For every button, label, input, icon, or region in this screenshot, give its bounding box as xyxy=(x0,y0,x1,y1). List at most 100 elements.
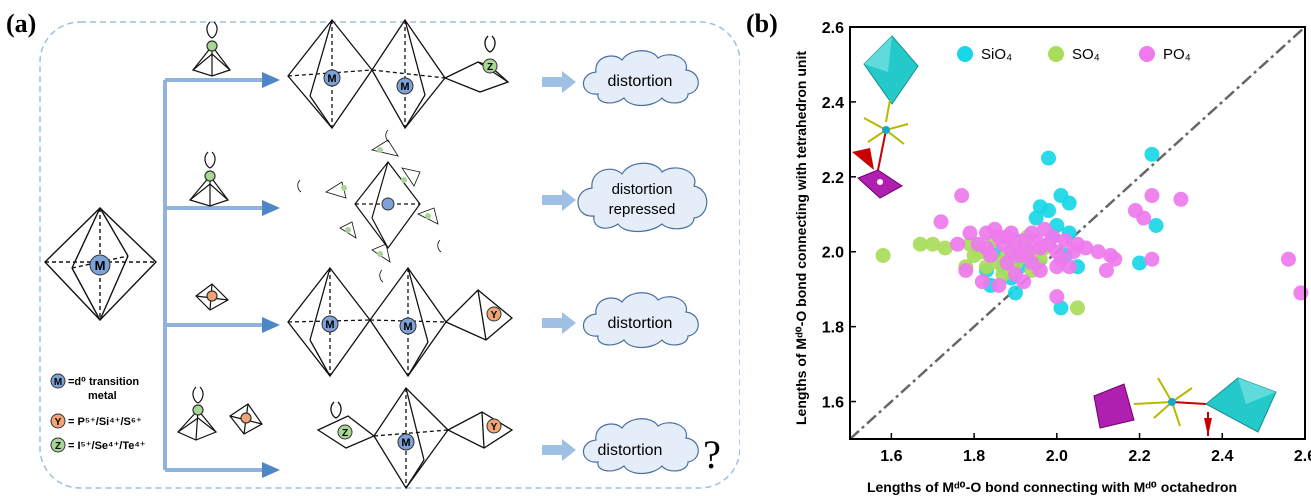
y-tick-label: 1.8 xyxy=(822,320,844,337)
svg-text:metal: metal xyxy=(88,390,117,402)
cloud-3: distortion xyxy=(582,292,699,349)
legend-b: SiO₄ SO₄ PO₄ xyxy=(957,46,1191,63)
data-point xyxy=(1136,210,1152,226)
data-point xyxy=(1041,203,1057,219)
cloud-2-text-line1: distortion xyxy=(612,181,673,198)
cloud-4-text: distortion xyxy=(598,442,663,459)
reference-line xyxy=(849,26,1306,440)
branch-lines xyxy=(163,78,265,472)
y-tick-label: 2.4 xyxy=(822,95,844,112)
svg-text:Y: Y xyxy=(55,417,62,428)
y-axis-title: Lengths of Mᵈ⁰-O bond connecting with te… xyxy=(793,51,809,425)
scheme-frame xyxy=(39,21,740,489)
data-point xyxy=(1078,240,1094,256)
data-point xyxy=(1173,191,1189,207)
cloud-1: distortion xyxy=(582,50,699,107)
data-point xyxy=(1057,232,1073,248)
cloud-4: distortion ? xyxy=(582,418,721,477)
svg-text:M: M xyxy=(401,437,410,449)
z-tetra-unit-row1 xyxy=(191,21,232,77)
data-point xyxy=(950,236,966,252)
svg-text:Y: Y xyxy=(491,310,498,321)
legend-label-sio4: SiO₄ xyxy=(981,46,1012,63)
legend-y: Y = P⁵⁺/Si⁴⁺/S⁶⁺ xyxy=(50,413,142,429)
data-point xyxy=(1107,251,1123,267)
svg-text:M: M xyxy=(327,73,336,85)
inset-top-left-polyhedra xyxy=(852,35,919,199)
data-point xyxy=(983,247,999,263)
x-tick-label: 2.0 xyxy=(1046,448,1068,465)
row1-atoms: M M Z xyxy=(323,58,498,95)
data-point xyxy=(1028,210,1044,226)
data-point xyxy=(1070,300,1085,316)
data-point xyxy=(1007,285,1023,301)
data-point xyxy=(1049,289,1065,305)
panel-b-label: (b) xyxy=(746,9,778,38)
svg-text:M: M xyxy=(400,81,409,93)
data-point xyxy=(937,240,953,256)
data-point xyxy=(875,247,891,263)
data-point xyxy=(958,262,974,278)
result-arrows xyxy=(542,71,576,461)
data-point xyxy=(1144,188,1160,204)
zy-tetra-units-row4 xyxy=(176,386,263,441)
svg-text:Z: Z xyxy=(55,441,61,452)
legend-m: M =d⁰ transition metal xyxy=(50,373,139,402)
question-mark: ? xyxy=(703,432,721,477)
svg-text:M: M xyxy=(403,321,412,333)
z-tetra-unit-row2 xyxy=(188,151,230,207)
legend-marker-po4 xyxy=(1139,46,1155,62)
x-tick-label: 1.6 xyxy=(880,448,902,465)
y-tick-label: 1.6 xyxy=(822,395,844,412)
data-point xyxy=(1090,244,1106,260)
branch-arrowheads xyxy=(262,72,280,478)
data-point xyxy=(925,236,941,252)
data-point xyxy=(1144,251,1160,267)
inset-bottom-right-polyhedra xyxy=(1093,377,1277,436)
y-tetra-unit-row3 xyxy=(195,283,229,311)
row3-octahedra xyxy=(287,266,514,378)
legend-z: Z = I⁵⁺/Se⁴⁺/Te⁴⁺ xyxy=(50,437,146,453)
cloud-2-text-line2: repressed xyxy=(609,201,676,218)
data-point xyxy=(1061,195,1077,211)
y-tick-label: 2.6 xyxy=(822,20,844,37)
data-point xyxy=(1032,262,1048,278)
data-point xyxy=(962,225,978,241)
x-tick-label: 2.2 xyxy=(1128,448,1150,465)
x-axis-title: Lengths of Mᵈ⁰-O bond connecting with Mᵈ… xyxy=(867,479,1237,495)
svg-text:M: M xyxy=(54,377,62,388)
legend-label-po4: PO₄ xyxy=(1163,46,1191,63)
data-point xyxy=(912,236,928,252)
data-point xyxy=(933,214,949,230)
cloud-3-text: distortion xyxy=(608,315,673,332)
svg-text:Z: Z xyxy=(487,62,493,73)
x-tick-label: 2.6 xyxy=(1294,448,1311,465)
row2-atoms xyxy=(341,147,431,257)
octahedron-left xyxy=(44,207,157,322)
series-2 xyxy=(933,188,1309,305)
y-tick-label: 2.0 xyxy=(822,245,844,262)
data-point xyxy=(999,255,1015,271)
data-point xyxy=(974,274,990,290)
legend-label-so4: SO₄ xyxy=(1072,46,1100,63)
row2-octahedron xyxy=(297,129,442,283)
svg-text:Y: Y xyxy=(491,422,498,433)
row4-octahedron xyxy=(316,386,514,490)
data-point xyxy=(1065,244,1081,260)
row3-atoms: M M Y xyxy=(321,306,502,335)
data-point xyxy=(1280,251,1296,267)
data-point xyxy=(1098,262,1114,278)
cloud-2: distortion repressed xyxy=(577,162,708,233)
svg-text:= P⁵⁺/Si⁴⁺/S⁶⁺: = P⁵⁺/Si⁴⁺/S⁶⁺ xyxy=(68,416,142,428)
svg-text:M: M xyxy=(95,258,106,273)
data-point xyxy=(1144,146,1160,162)
legend-marker-so4 xyxy=(1048,46,1064,62)
scatter-points xyxy=(875,146,1309,316)
data-point xyxy=(991,277,1007,293)
panel-b-chart: (b) Lengths of Mᵈ⁰-O bond connecting wit… xyxy=(746,9,1311,495)
diagonal-reference-line xyxy=(849,26,1306,440)
data-point xyxy=(1061,259,1077,275)
legend-marker-sio4 xyxy=(957,46,973,62)
panel-a-schematic: (a) M M xyxy=(6,9,740,490)
atom-m-big: M xyxy=(89,254,111,276)
